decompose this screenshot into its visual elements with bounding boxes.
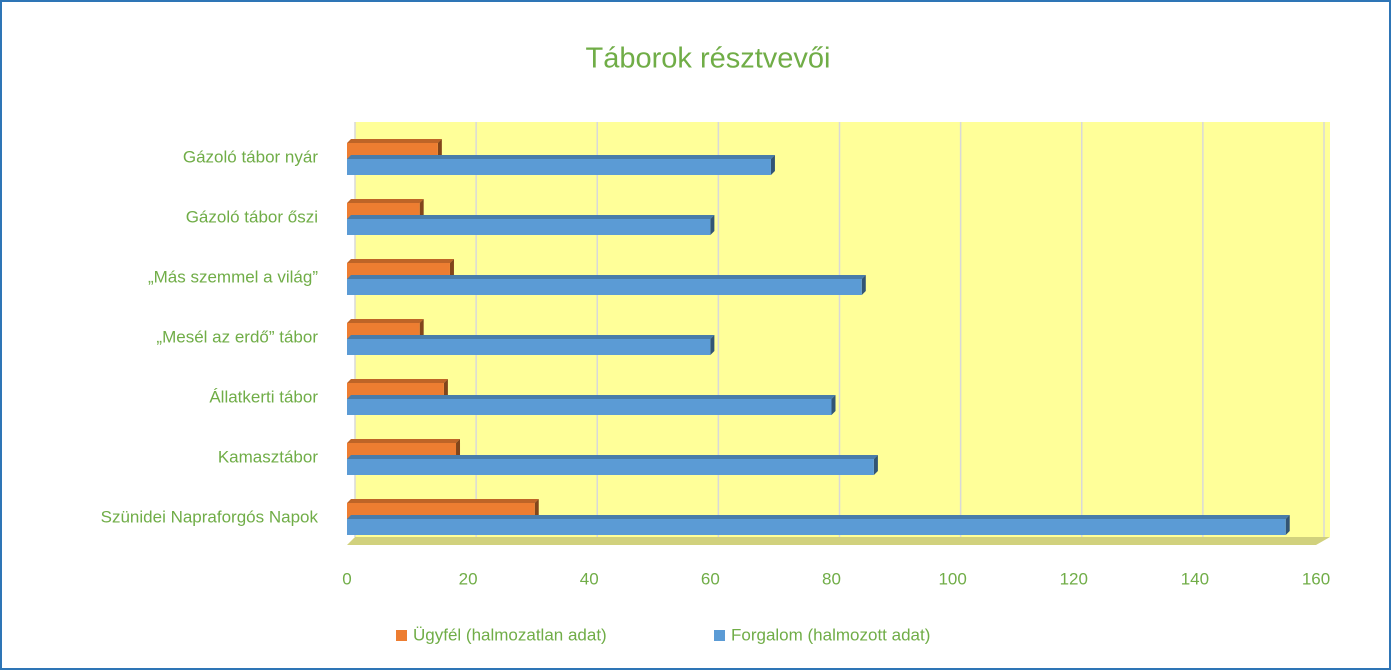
bar-side — [534, 499, 539, 519]
legend-swatch — [714, 630, 725, 641]
bar — [347, 519, 1286, 535]
legend-swatch — [396, 630, 407, 641]
x-tick-label: 20 — [459, 569, 478, 588]
y-tick-label: Gázoló tábor nyár — [183, 147, 318, 166]
bar-top — [347, 455, 878, 459]
x-tick-label: 80 — [822, 569, 841, 588]
y-tick-label: Gázoló tábor őszi — [186, 207, 318, 226]
bar-top — [347, 439, 461, 443]
bar — [347, 459, 874, 475]
x-tick-label: 140 — [1181, 569, 1209, 588]
bar — [347, 219, 711, 235]
bar-side — [873, 455, 878, 475]
bar-top — [347, 319, 424, 323]
bar — [347, 279, 862, 295]
bar-top — [347, 395, 836, 399]
y-tick-label: Állatkerti tábor — [209, 387, 318, 406]
bar-top — [347, 499, 539, 503]
bar — [347, 399, 832, 415]
bar-side — [831, 395, 836, 415]
x-tick-label: 40 — [580, 569, 599, 588]
x-tick-label: 60 — [701, 569, 720, 588]
legend-label: Ügyfél (halmozatlan adat) — [413, 625, 607, 644]
bar-side — [1285, 515, 1290, 535]
legend-label: Forgalom (halmozott adat) — [731, 625, 930, 644]
bar-top — [347, 199, 424, 203]
bar-side — [419, 199, 424, 219]
bar-side — [710, 215, 715, 235]
x-tick-label: 0 — [342, 569, 351, 588]
bar-top — [347, 335, 715, 339]
bar-side — [710, 335, 715, 355]
bar-side — [443, 379, 448, 399]
bar-side — [419, 319, 424, 339]
floor — [347, 537, 1330, 545]
bar-side — [449, 259, 454, 279]
bar-top — [347, 139, 442, 143]
bar — [347, 339, 711, 355]
x-tick-label: 160 — [1302, 569, 1330, 588]
bar-top — [347, 259, 454, 263]
bar-top — [347, 155, 775, 159]
bar — [347, 159, 771, 175]
bar-side — [861, 275, 866, 295]
bar-side — [770, 155, 775, 175]
y-tick-label: „Más szemmel a világ” — [148, 267, 318, 286]
bar-top — [347, 275, 866, 279]
y-tick-label: Szünidei Napraforgós Napok — [101, 507, 319, 526]
y-tick-label: Kamasztábor — [218, 447, 318, 466]
bar-side — [437, 139, 442, 159]
bar-top — [347, 379, 448, 383]
x-tick-label: 120 — [1060, 569, 1088, 588]
y-tick-label: „Mesél az erdő” tábor — [156, 327, 318, 346]
bar-side — [456, 439, 461, 459]
x-tick-label: 100 — [938, 569, 966, 588]
chart-title: Táborok résztvevői — [586, 43, 831, 75]
bar-top — [347, 515, 1290, 519]
bar-top — [347, 215, 715, 219]
